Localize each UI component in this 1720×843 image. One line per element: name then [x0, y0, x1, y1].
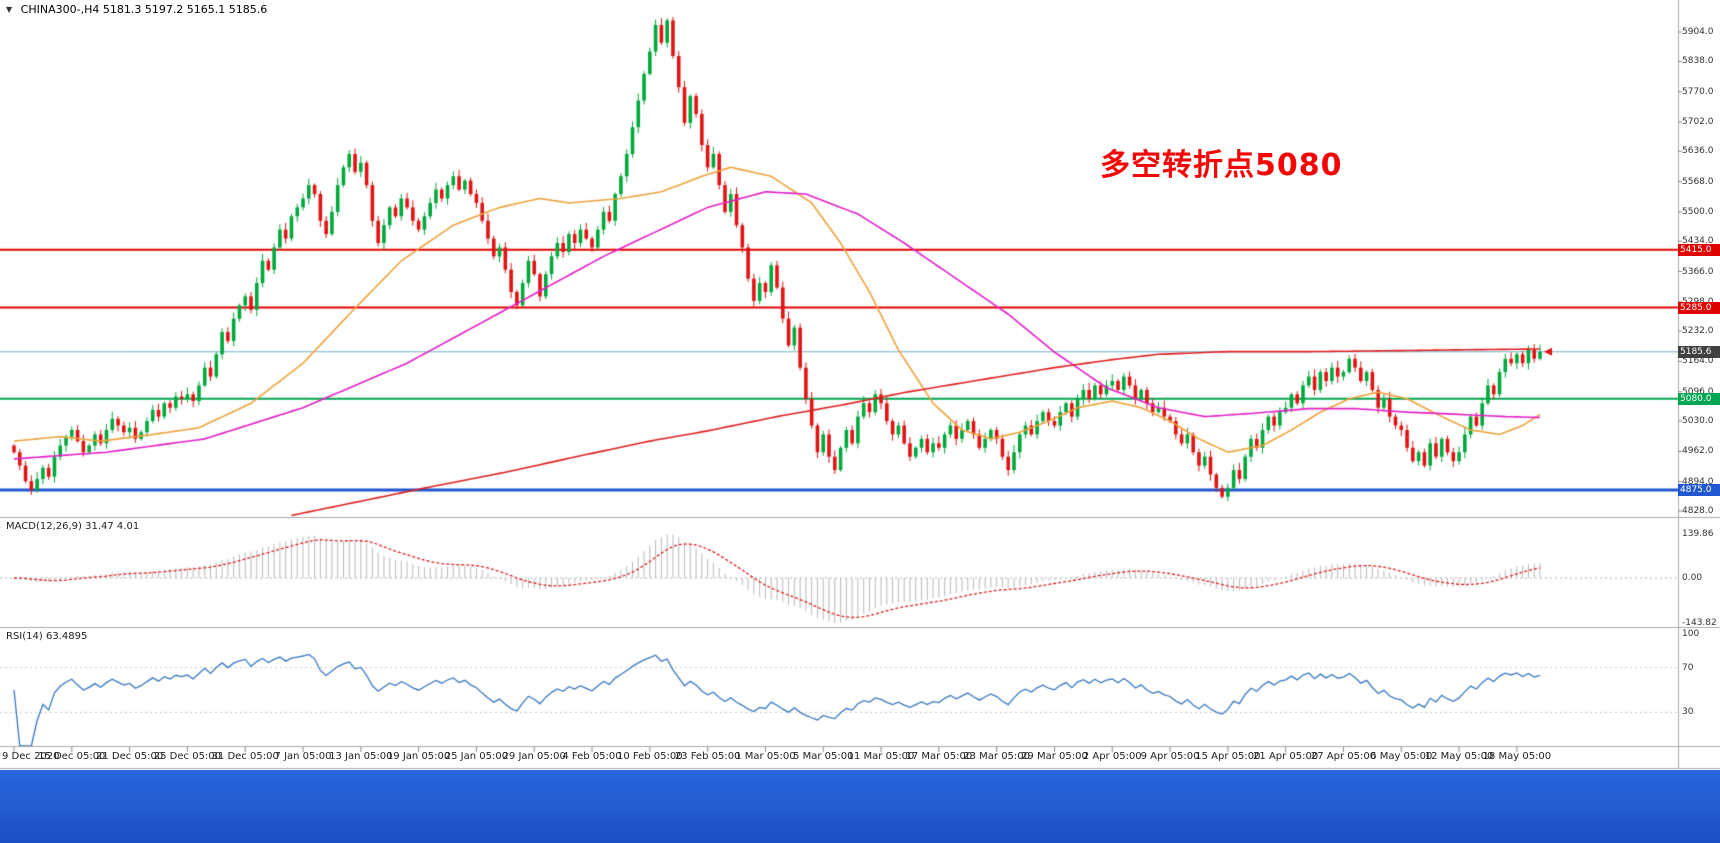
price-tick-label: 5232.0 [1682, 326, 1714, 337]
time-axis-label: 31 Dec 05:00 [211, 751, 279, 762]
price-tag: 5185.6 [1678, 345, 1720, 358]
time-axis-label: 25 Jan 05:00 [444, 751, 509, 762]
time-axis-label: 12 May 05:00 [1424, 751, 1494, 762]
time-axis-label: 29 Mar 05:00 [1021, 751, 1088, 762]
time-axis-label: 23 Feb 05:00 [674, 751, 741, 762]
time-axis-label: 13 Jan 05:00 [329, 751, 393, 762]
taskbar[interactable] [0, 770, 1720, 843]
time-axis-label: 5 Mar 05:00 [793, 751, 854, 762]
time-axis-label: 21 Apr 05:00 [1253, 751, 1319, 762]
price-tick-label: 5702.0 [1682, 116, 1714, 127]
time-axis-label: 4 Feb 05:00 [562, 751, 622, 762]
collapse-arrow-icon[interactable]: ▼ [6, 5, 13, 14]
price-tag: 4875.0 [1678, 484, 1720, 497]
price-tick-label: 4894.0 [1682, 476, 1714, 487]
rsi-indicator-label: RSI(14) 63.4895 [6, 631, 88, 642]
price-tick-label: 5500.0 [1682, 206, 1714, 217]
price-tick-label: 5434.0 [1682, 236, 1714, 247]
time-axis-label: 6 May 05:00 [1370, 751, 1433, 762]
time-axis-label: 29 Jan 05:00 [502, 751, 566, 762]
time-axis-label: 9 Apr 05:00 [1140, 751, 1200, 762]
time-axis-label: 15 Dec 05:00 [38, 751, 106, 762]
price-tick-label: 4962.0 [1682, 446, 1714, 457]
price-tag: 5415.0 [1678, 243, 1720, 256]
time-axis-label: 18 May 05:00 [1482, 751, 1552, 762]
price-tick-label: 5636.0 [1682, 146, 1714, 157]
time-axis-label: 23 Mar 05:00 [963, 751, 1031, 762]
time-axis-label: 17 Mar 05:00 [905, 751, 973, 762]
symbol-ohlc-text: CHINA300-,H4 5181.3 5197.2 5165.1 5185.6 [20, 3, 268, 16]
rsi-tick-label: 70 [1682, 662, 1694, 673]
time-axis-label: 27 Apr 05:00 [1310, 751, 1377, 762]
time-axis-label: 15 Apr 05:00 [1195, 751, 1261, 762]
price-tick-label: 5096.0 [1682, 386, 1714, 397]
time-axis-label: 2 Apr 05:00 [1082, 751, 1142, 762]
price-tick-label: 5770.0 [1682, 86, 1714, 97]
chart-canvas[interactable] [0, 0, 1720, 770]
time-axis-label: 10 Feb 05:00 [617, 751, 683, 762]
time-axis-label: 7 Jan 05:00 [274, 751, 332, 762]
rsi-tick-label: 100 [1682, 629, 1700, 639]
macd-indicator-label: MACD(12,26,9) 31.47 4.01 [6, 521, 140, 532]
price-tick-label: 5030.0 [1682, 416, 1714, 427]
time-axis-label: 1 Mar 05:00 [735, 751, 796, 762]
time-axis-label: 21 Dec 05:00 [95, 751, 164, 762]
price-tick-label: 4828.0 [1682, 506, 1714, 516]
symbol-ohlc-header: ▼ CHINA300-,H4 5181.3 5197.2 5165.1 5185… [6, 3, 267, 16]
price-tick-label: 5904.0 [1682, 27, 1714, 37]
price-tick-label: 5164.0 [1682, 356, 1714, 367]
macd-tick-label: 0.00 [1682, 573, 1703, 583]
time-axis-label: 9 Dec 2020 [2, 751, 60, 762]
price-tick-label: 5366.0 [1682, 266, 1714, 277]
pivot-annotation-text[interactable]: 多空转折点5080 [1100, 148, 1343, 183]
macd-tick-label: -143.82 [1682, 618, 1717, 629]
price-tag: 5285.0 [1678, 301, 1720, 314]
rsi-tick-label: 30 [1682, 707, 1694, 718]
price-tag: 5080.0 [1678, 392, 1720, 405]
time-axis-label: 19 Jan 05:00 [386, 751, 451, 762]
time-axis-label: 25 Dec 05:00 [153, 751, 222, 762]
price-tick-label: 5568.0 [1682, 176, 1714, 187]
time-axis-label: 11 Mar 05:00 [847, 751, 915, 762]
price-tick-label: 5838.0 [1682, 56, 1714, 67]
macd-tick-label: 139.86 [1682, 529, 1714, 540]
